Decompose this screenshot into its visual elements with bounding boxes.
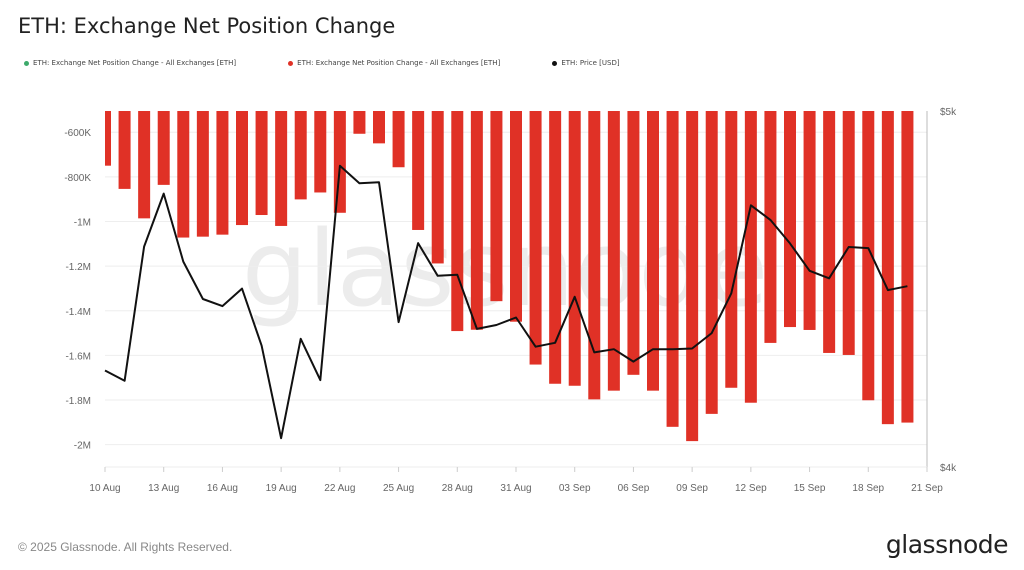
legend-label: ETH: Exchange Net Position Change - All … — [297, 59, 501, 67]
legend-item-price[interactable]: ETH: Price [USD] — [552, 59, 620, 67]
bar — [105, 111, 111, 166]
bar — [744, 111, 757, 403]
bar — [842, 111, 855, 355]
x-tick-label: 25 Aug — [383, 483, 414, 494]
y-left-tick-label: -1.8M — [65, 396, 91, 407]
y-right-tick-label: $5k — [940, 107, 957, 118]
bar — [353, 111, 366, 134]
legend-label: ETH: Exchange Net Position Change - All … — [33, 59, 237, 67]
x-tick-label: 28 Aug — [442, 483, 473, 494]
x-tick-label: 12 Sep — [735, 483, 767, 494]
y-right-tick-label: $4k — [940, 463, 957, 474]
legend: ETH: Exchange Net Position Change - All … — [24, 59, 672, 67]
bar — [392, 111, 405, 168]
legend-dot — [24, 60, 29, 66]
y-left-tick-label: -1M — [74, 217, 91, 228]
bar — [686, 111, 699, 442]
bar — [216, 111, 229, 235]
y-left-tick-label: -2M — [74, 441, 91, 452]
bar — [373, 111, 385, 144]
bar — [588, 111, 601, 400]
bar — [901, 111, 914, 423]
bar — [862, 111, 875, 401]
bar — [784, 111, 796, 328]
bar — [118, 111, 131, 189]
bar — [490, 111, 503, 302]
legend-item-positive[interactable]: ETH: Exchange Net Position Change - All … — [24, 59, 236, 67]
bar — [431, 111, 444, 264]
bar — [764, 111, 777, 343]
glassnode-logo: glassnode — [885, 530, 1009, 559]
bar — [412, 111, 425, 230]
bar — [177, 111, 190, 238]
bar — [255, 111, 268, 216]
legend-item-negative[interactable]: ETH: Exchange Net Position Change - All … — [288, 59, 500, 67]
bar — [725, 111, 738, 388]
bar — [510, 111, 522, 322]
legend-dot — [288, 60, 294, 66]
x-tick-label: 21 Sep — [911, 483, 943, 494]
x-tick-label: 13 Aug — [148, 483, 179, 494]
bar — [529, 111, 542, 365]
y-left-tick-label: -1.4M — [65, 307, 91, 318]
bar — [196, 111, 209, 237]
y-left-tick-label: -1.6M — [65, 351, 91, 362]
bar — [314, 111, 327, 193]
bar — [568, 111, 581, 386]
x-tick-label: 15 Sep — [794, 483, 826, 494]
bar — [236, 111, 248, 226]
y-left-tick-label: -800K — [64, 173, 91, 184]
bar — [705, 111, 718, 414]
x-tick-label: 16 Aug — [207, 483, 238, 494]
chart-title: ETH: Exchange Net Position Change — [18, 14, 396, 38]
bar — [823, 111, 836, 353]
x-tick-label: 31 Aug — [500, 483, 531, 494]
y-left-tick-label: -600K — [64, 128, 91, 139]
bar — [138, 111, 151, 219]
bar — [666, 111, 679, 427]
legend-label: ETH: Price [USD] — [561, 59, 620, 67]
x-tick-label: 03 Sep — [559, 483, 591, 494]
chart-area: glassnode -600K-800K-1M-1.2M-1.4M-1.6M-1… — [64, 107, 957, 494]
price-line — [104, 164, 908, 440]
x-tick-label: 22 Aug — [324, 483, 355, 494]
bar — [294, 111, 307, 200]
x-tick-label: 18 Sep — [852, 483, 884, 494]
bar — [647, 111, 659, 391]
bar — [607, 111, 620, 391]
bar — [549, 111, 562, 384]
bar — [803, 111, 816, 330]
bar — [451, 111, 464, 332]
x-tick-label: 06 Sep — [618, 483, 650, 494]
y-left-tick-label: -1.2M — [65, 262, 91, 273]
bar — [627, 111, 640, 375]
bar — [333, 111, 346, 213]
bar — [881, 111, 894, 425]
x-tick-label: 10 Aug — [89, 483, 120, 494]
x-tick-label: 09 Sep — [676, 483, 708, 494]
copyright: © 2025 Glassnode. All Rights Reserved. — [18, 540, 233, 554]
bar — [275, 111, 288, 226]
bar — [470, 111, 483, 330]
bar — [157, 111, 170, 185]
x-tick-label: 19 Aug — [266, 483, 297, 494]
legend-dot — [552, 60, 558, 66]
